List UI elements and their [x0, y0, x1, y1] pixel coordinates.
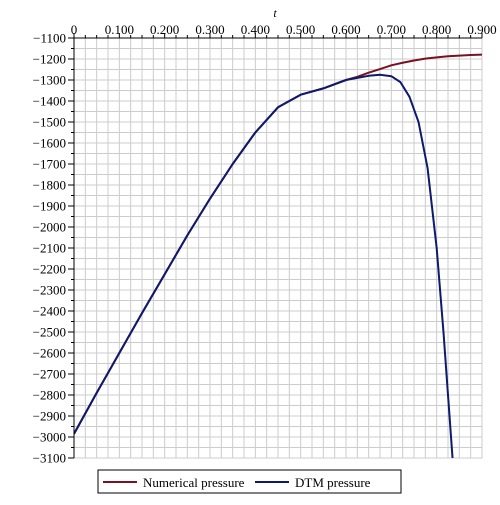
series-layer [74, 53, 482, 458]
x-tick-label: 0.700 [377, 22, 406, 37]
x-tick-label: 0.200 [150, 22, 179, 37]
y-tick-label: −2200 [33, 262, 66, 277]
y-tick-label: −1200 [33, 52, 66, 67]
legend: Numerical pressure DTM pressure [97, 469, 402, 494]
y-tick-label: −3100 [33, 451, 66, 466]
y-tick-label: −2300 [33, 283, 66, 298]
y-tick-label: −2400 [33, 304, 66, 319]
legend-box [97, 469, 402, 494]
y-tick-label: −1100 [33, 31, 66, 46]
x-tick-label: 0 [71, 22, 78, 37]
x-tick-label: 0.500 [286, 22, 315, 37]
legend-label: DTM pressure [295, 475, 371, 490]
axes: 0 0.100 0.200 0.300 0.400 0.500 0.600 0.700 0.80… [33, 6, 497, 466]
y-tick-label: −2000 [33, 220, 66, 235]
y-tick-label: −1300 [33, 73, 66, 88]
y-tick-label: −2100 [33, 241, 66, 256]
y-tick-label: −2600 [33, 346, 66, 361]
x-tick-label: 0.900 [467, 22, 496, 37]
x-tick-label: 0.800 [422, 22, 451, 37]
y-tick-label: −2700 [33, 367, 66, 382]
x-axis-title: t [273, 6, 277, 20]
x-tick-label: 0.600 [331, 22, 360, 37]
y-tick-label: −2900 [33, 409, 66, 424]
x-tick-label: 0.100 [105, 22, 134, 37]
y-tick-label: −1400 [33, 94, 66, 109]
series-line-dtm-pressure [74, 73, 454, 458]
legend-label: Numerical pressure [143, 475, 245, 490]
x-tick-label: 0.400 [241, 22, 270, 37]
y-tick-label: −2800 [33, 388, 66, 403]
grid [73, 37, 483, 459]
y-tick-label: −3000 [33, 430, 66, 445]
y-tick-label: −1900 [33, 199, 66, 214]
y-tick-label: −2500 [33, 325, 66, 340]
x-tick-label: 0.300 [195, 22, 224, 37]
y-tick-label: −1600 [33, 136, 66, 151]
y-tick-label: −1800 [33, 178, 66, 193]
y-tick-label: −1700 [33, 157, 66, 172]
y-tick-label: −1500 [33, 115, 66, 130]
